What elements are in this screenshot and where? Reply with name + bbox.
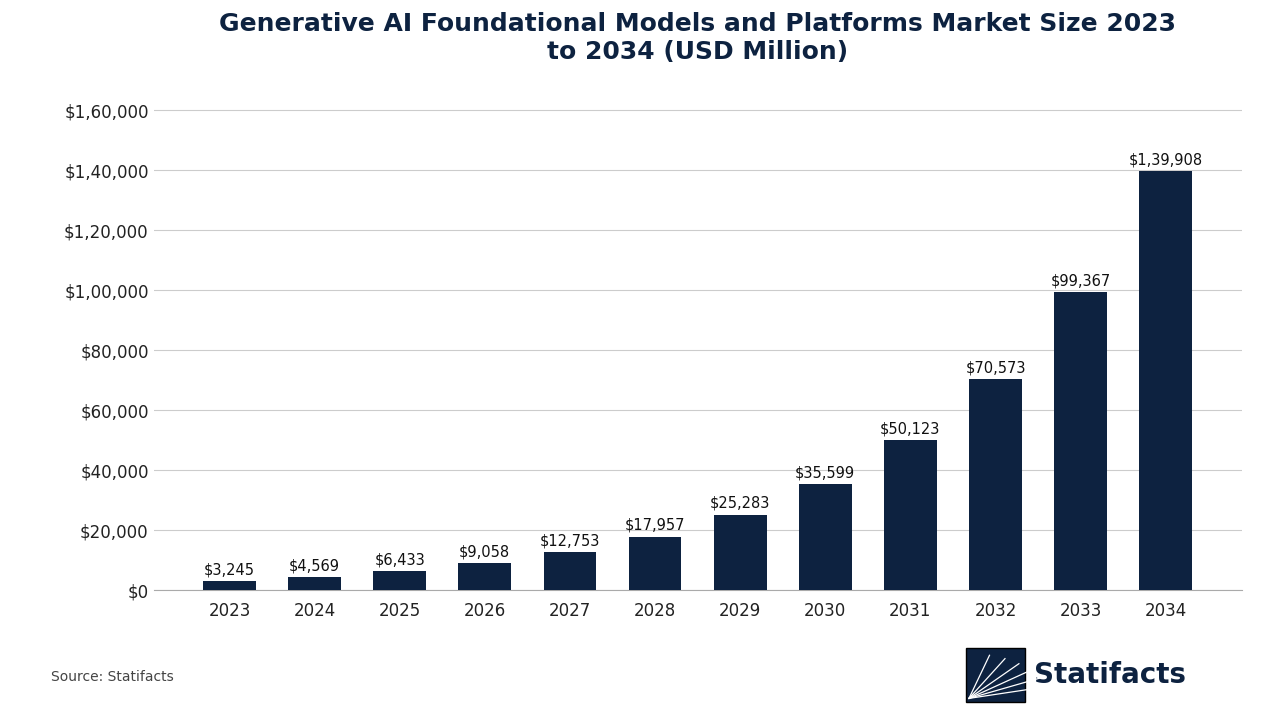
Text: $4,569: $4,569 — [289, 558, 340, 573]
Bar — [544, 552, 596, 590]
Text: $12,753: $12,753 — [540, 534, 600, 549]
Text: Source: Statifacts: Source: Statifacts — [51, 670, 174, 684]
Bar — [969, 379, 1021, 590]
Bar — [799, 484, 851, 590]
Title: Generative AI Foundational Models and Platforms Market Size 2023
to 2034 (USD Mi: Generative AI Foundational Models and Pl… — [219, 12, 1176, 63]
Bar — [458, 563, 511, 590]
Bar — [628, 536, 681, 590]
Text: $50,123: $50,123 — [881, 421, 941, 436]
Text: $35,599: $35,599 — [795, 465, 855, 480]
Text: $6,433: $6,433 — [374, 552, 425, 567]
Text: $17,957: $17,957 — [625, 518, 685, 533]
Text: $70,573: $70,573 — [965, 360, 1025, 375]
Text: $1,39,908: $1,39,908 — [1129, 152, 1203, 167]
Bar — [204, 580, 256, 590]
Text: Statifacts: Statifacts — [1034, 662, 1187, 689]
Text: $25,283: $25,283 — [710, 496, 771, 511]
Text: $99,367: $99,367 — [1051, 274, 1111, 289]
Bar — [1055, 292, 1107, 590]
Bar — [884, 440, 937, 590]
Bar — [714, 515, 767, 590]
Text: $9,058: $9,058 — [460, 544, 511, 559]
Bar — [288, 577, 340, 590]
Bar — [1139, 171, 1192, 590]
Text: $3,245: $3,245 — [204, 562, 255, 577]
Bar — [374, 571, 426, 590]
